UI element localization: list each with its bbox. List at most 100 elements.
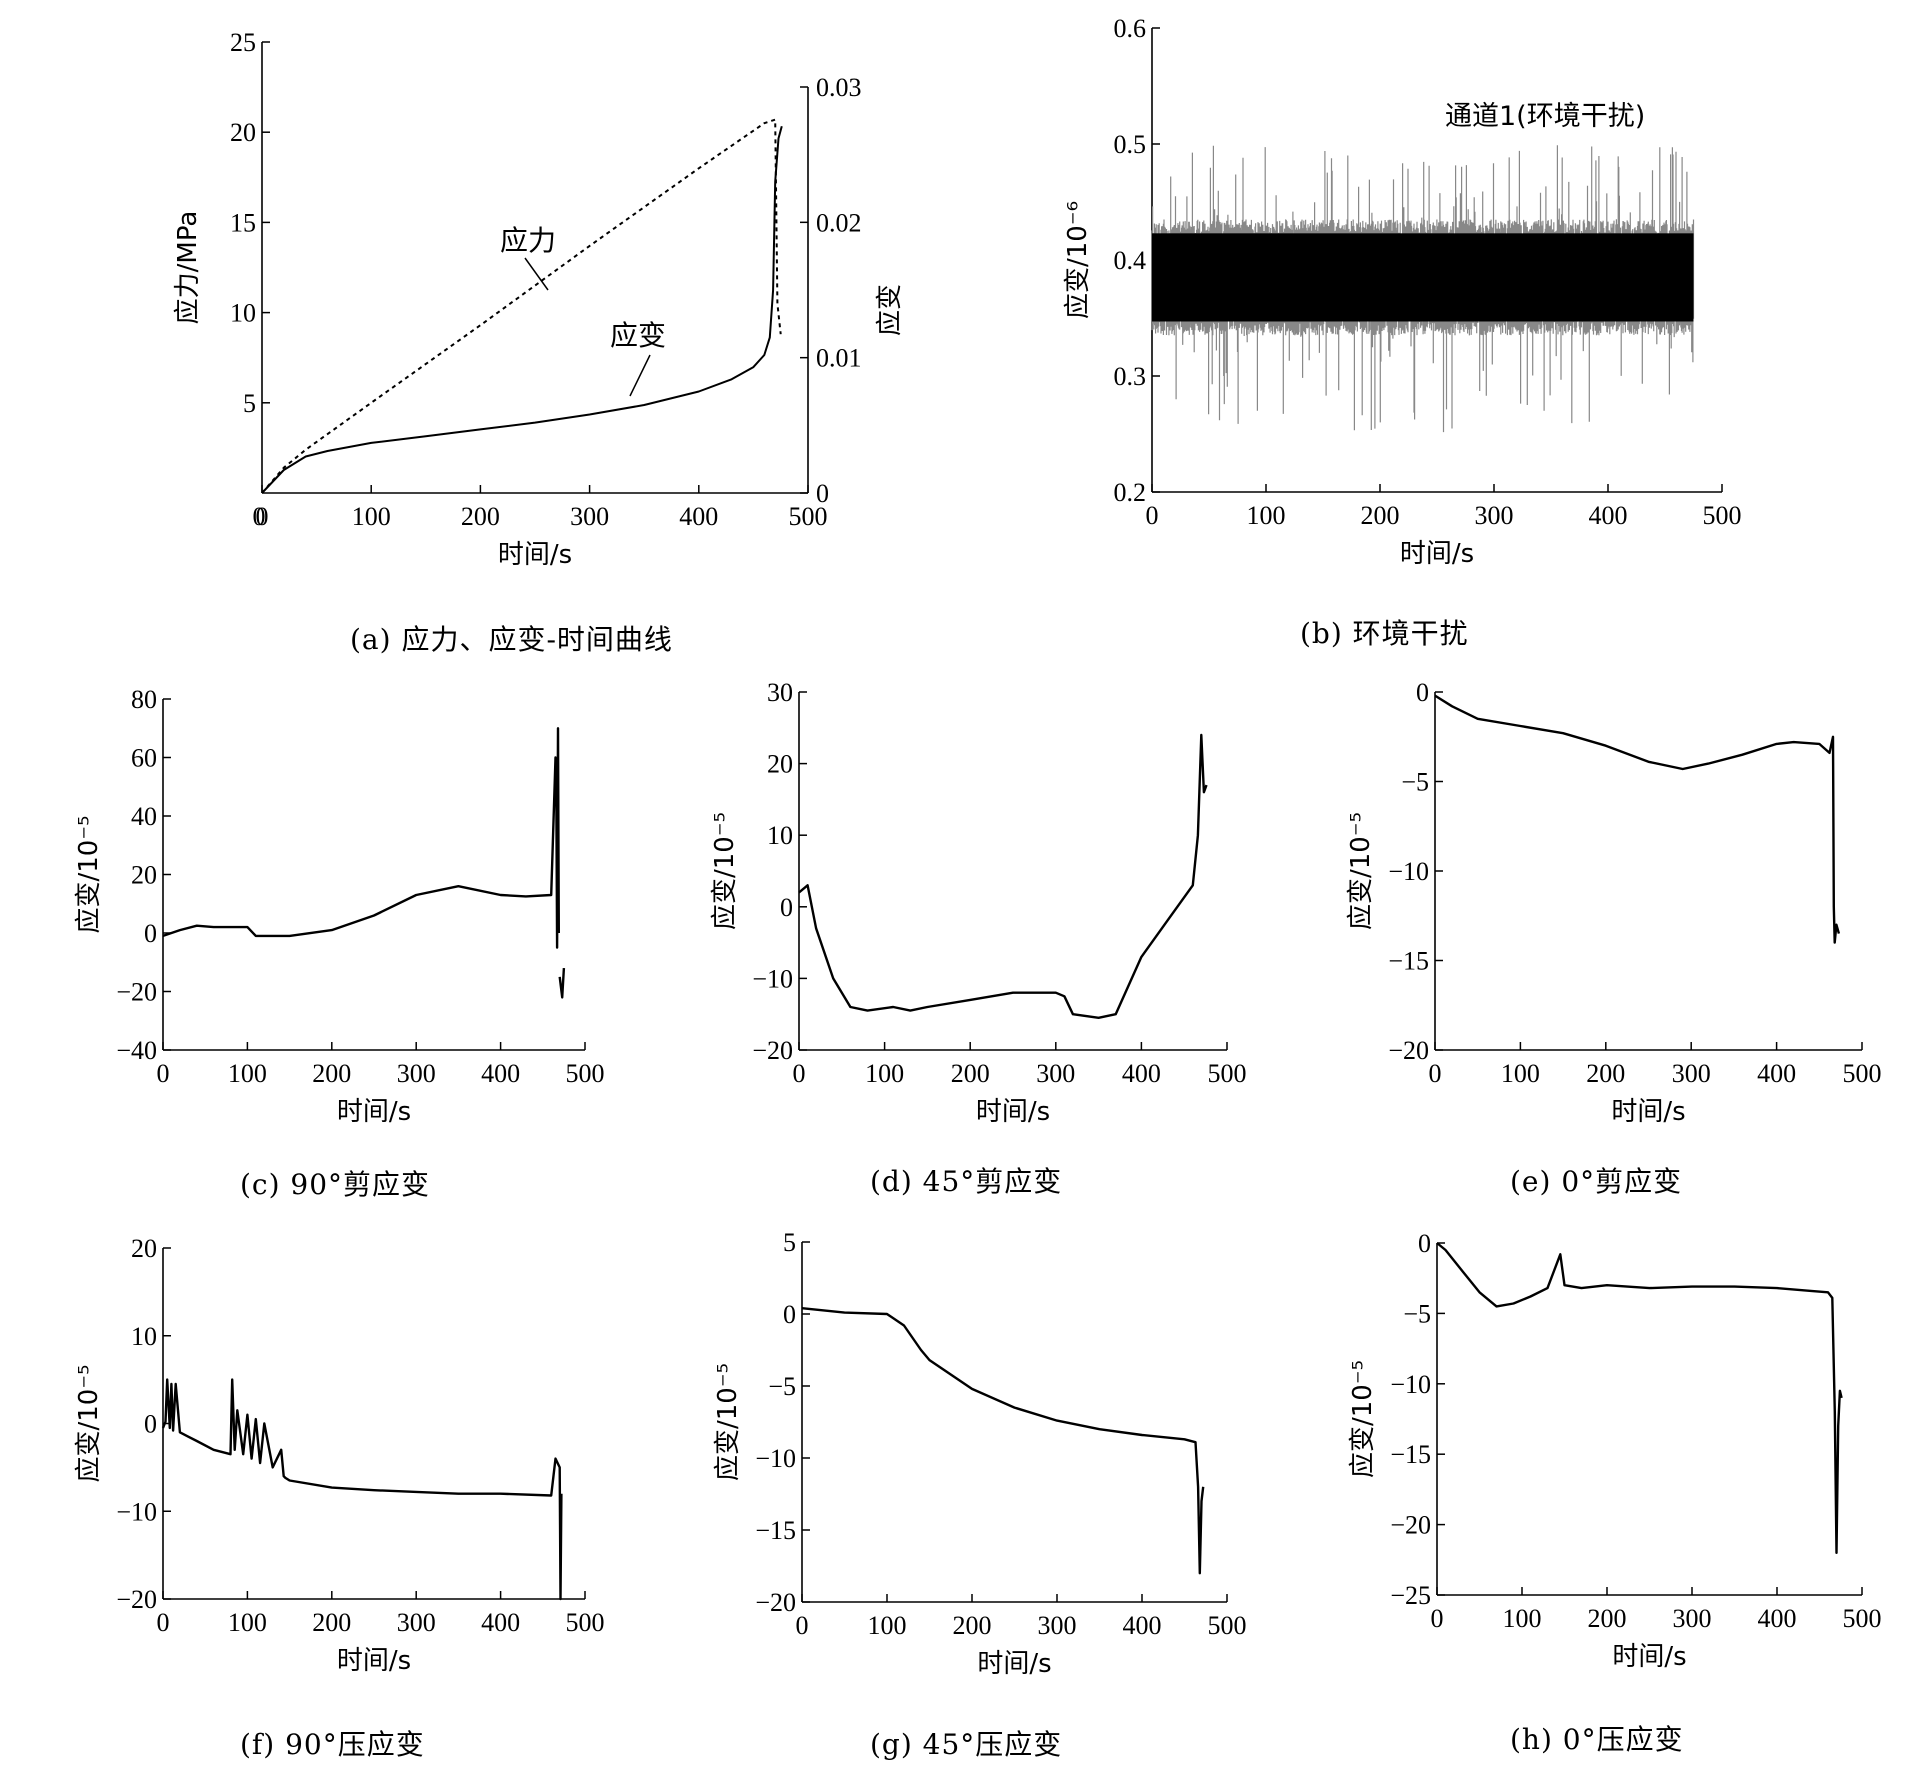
- y-tick-label: 0.2: [1114, 478, 1147, 507]
- x-tick-label: 0: [1431, 1604, 1444, 1633]
- x-tick-label: 0: [1146, 501, 1159, 530]
- y2-tick-label: 0: [816, 479, 829, 508]
- x-tick-label: 0: [256, 502, 269, 531]
- y-tick-label: 0: [1418, 1229, 1431, 1258]
- x-axis-label: 时间/s: [337, 1097, 411, 1127]
- y-tick-label: −40: [116, 1036, 157, 1065]
- x-tick-label: 300: [1038, 1611, 1077, 1640]
- y2-tick-label: 0.03: [816, 73, 862, 102]
- y-tick-label: −5: [1401, 768, 1429, 797]
- y-tick-label: 0: [144, 919, 157, 948]
- y-tick-label: 5: [243, 389, 256, 418]
- x-tick-label: 500: [1843, 1604, 1882, 1633]
- x-tick-label: 100: [868, 1611, 907, 1640]
- y-tick-label: 20: [230, 118, 256, 147]
- chart-d: 0 100 200 300 400 500 −20 −10 0 10 20 30 时间/s 应变/10⁻⁵: [710, 678, 1247, 1127]
- chart-h: 0 100 200 300 400 500 −25 −20 −15 −10 −5 0 时间/s 应变/10…: [1348, 1229, 1882, 1672]
- x-tick-label: 0: [793, 1059, 806, 1088]
- y-axis-label: 应变/10⁻⁵: [74, 1365, 104, 1483]
- y-tick-label: 60: [131, 744, 157, 773]
- chart-b: 0 100 200 300 400 500 0.2 0.3 0.4 0.5 0.6 时间/s 应变/10…: [1063, 14, 1742, 569]
- y-tick-label: 80: [131, 685, 157, 714]
- x-tick-label: 200: [312, 1059, 351, 1088]
- y-tick-label: −15: [1390, 1440, 1431, 1469]
- x-tick-label: 200: [1586, 1059, 1625, 1088]
- y-tick-label: 20: [767, 750, 793, 779]
- y-tick-label: 10: [767, 821, 793, 850]
- y2-tick-label: 0.01: [816, 344, 862, 373]
- chart-a: 0 100 200 300 400 5005101520250时间/s应力/MPa00.0…: [173, 28, 905, 570]
- x-tick-label: 0: [1429, 1059, 1442, 1088]
- x-tick-label: 0: [157, 1608, 170, 1637]
- y-tick-label: 10: [131, 1322, 157, 1351]
- y-tick-label: −10: [1388, 857, 1429, 886]
- x-tick-label: 100: [1501, 1059, 1540, 1088]
- chart-f: 0 100 200 300 400 500 −20 −10 0 10 20 时间/s 应变/10⁻⁵: [74, 1234, 605, 1676]
- y-tick-label: −20: [116, 1585, 157, 1614]
- y-tick-label: −10: [755, 1444, 796, 1473]
- y-tick-label: 0: [783, 1300, 796, 1329]
- chart-c: 0 100 200 300 400 500 −40 −20 0 20 40 60 80 时间/s 应变/10…: [74, 685, 605, 1127]
- x-tick-label: 300: [570, 502, 609, 531]
- caption-a: (a) 应力、应变-时间曲线: [350, 623, 673, 656]
- y-tick-label: −15: [1388, 947, 1429, 976]
- series-line-1: [261, 125, 783, 494]
- y-axis-label: 应变/10⁻⁶: [1063, 201, 1093, 319]
- y-tick-label: 30: [767, 678, 793, 707]
- caption-h: (h) 0°压应变: [1510, 1723, 1684, 1756]
- y-tick-label: 0.5: [1114, 130, 1147, 159]
- caption-b: (b) 环境干扰: [1300, 617, 1469, 650]
- y-tick-label: 20: [131, 861, 157, 890]
- y-tick-label: 5: [783, 1228, 796, 1257]
- series-line-0: [162, 727, 560, 949]
- x-tick-label: 300: [1036, 1059, 1075, 1088]
- x-tick-label: 100: [228, 1608, 267, 1637]
- series-line-0: [1434, 694, 1841, 944]
- y-axis-label: 应变/10⁻⁵: [1348, 1360, 1378, 1478]
- annotation-stress: 应力: [500, 224, 556, 257]
- y-tick-label: 0: [780, 893, 793, 922]
- y-tick-label: −10: [116, 1497, 157, 1526]
- x-tick-label: 500: [789, 502, 828, 531]
- x-tick-label: 100: [1503, 1604, 1542, 1633]
- x-axis-label: 时间/s: [977, 1649, 1051, 1679]
- x-tick-label: 300: [1672, 1059, 1711, 1088]
- y-tick-label: −5: [768, 1372, 796, 1401]
- x-tick-label: 100: [228, 1059, 267, 1088]
- y-tick-label: 0: [253, 502, 266, 531]
- series-line-1: [558, 968, 566, 999]
- x-tick-label: 100: [865, 1059, 904, 1088]
- x-tick-label: 400: [1589, 501, 1628, 530]
- x-tick-label: 200: [312, 1608, 351, 1637]
- x-tick-label: 400: [679, 502, 718, 531]
- x-tick-label: 200: [1361, 501, 1400, 530]
- x-tick-label: 100: [352, 502, 391, 531]
- caption-e: (e) 0°剪应变: [1510, 1165, 1683, 1198]
- x-tick-label: 300: [1673, 1604, 1712, 1633]
- y2-axis-label: 应变: [875, 284, 905, 336]
- y-tick-label: 25: [230, 28, 256, 57]
- series-line-0: [261, 118, 782, 494]
- series-line-0: [798, 733, 1208, 1019]
- x-tick-label: 200: [461, 502, 500, 531]
- y-tick-label: −20: [1390, 1511, 1431, 1540]
- x-axis-label: 时间/s: [498, 540, 572, 570]
- x-tick-label: 500: [1208, 1059, 1247, 1088]
- x-tick-label: 300: [397, 1608, 436, 1637]
- x-tick-label: 400: [481, 1608, 520, 1637]
- chart-e: 0 100 200 300 400 500 −20 −15 −10 −5 0 时间/s 应变/10⁻⁵: [1346, 678, 1882, 1127]
- y-tick-label: −10: [752, 964, 793, 993]
- series-line-0: [161, 1378, 563, 1601]
- x-tick-label: 200: [1588, 1604, 1627, 1633]
- y-tick-label: 0.6: [1114, 14, 1147, 43]
- x-tick-label: 200: [953, 1611, 992, 1640]
- y-tick-label: 40: [131, 802, 157, 831]
- series-line-0: [1436, 1242, 1843, 1555]
- y-tick-label: 10: [230, 299, 256, 328]
- y-tick-label: −10: [1390, 1370, 1431, 1399]
- x-tick-label: 0: [157, 1059, 170, 1088]
- legend-label: 通道1(环境干扰): [1445, 101, 1645, 132]
- x-tick-label: 500: [1703, 501, 1742, 530]
- caption-c: (c) 90°剪应变: [240, 1168, 431, 1201]
- caption-f: (f) 90°压应变: [240, 1728, 425, 1761]
